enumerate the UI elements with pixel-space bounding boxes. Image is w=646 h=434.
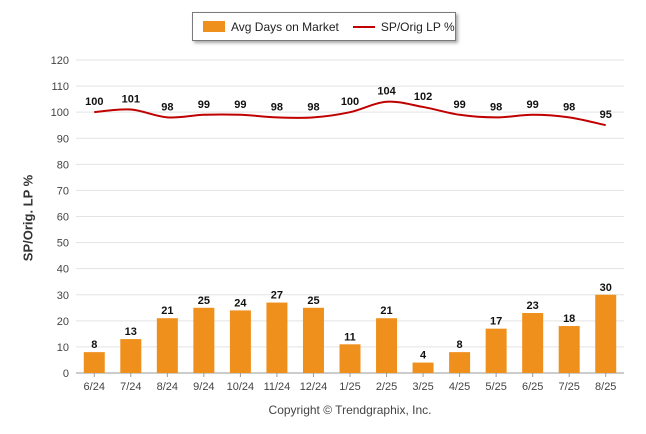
y-tick-label: 80 bbox=[57, 159, 69, 171]
y-tick-label: 60 bbox=[57, 212, 69, 224]
line-data-label: 99 bbox=[198, 99, 210, 111]
x-tick-label: 2/25 bbox=[376, 381, 397, 393]
line-data-label: 99 bbox=[234, 99, 246, 111]
x-tick-label: 6/24 bbox=[84, 381, 105, 393]
line-series-path bbox=[94, 100, 606, 127]
x-tick-label: 8/24 bbox=[157, 381, 178, 393]
bar bbox=[558, 326, 580, 373]
bar bbox=[229, 310, 251, 373]
y-tick-label: 50 bbox=[57, 238, 69, 250]
legend-item-line: SP/Orig LP % bbox=[339, 20, 455, 34]
legend-item-bar: Avg Days on Market bbox=[193, 20, 339, 34]
x-tick-label: 10/24 bbox=[227, 381, 255, 393]
bar-data-label: 8 bbox=[457, 339, 463, 351]
bar bbox=[595, 294, 617, 373]
bar-data-label: 4 bbox=[420, 350, 427, 362]
bar bbox=[193, 307, 215, 373]
x-tick-label: 12/24 bbox=[300, 381, 328, 393]
bar bbox=[120, 339, 142, 373]
y-tick-label: 0 bbox=[63, 368, 69, 380]
line-data-labels: 100 101 98 99 99 98 98 100 104 102 99 98 99 98 95 bbox=[85, 86, 612, 121]
bar-data-label: 21 bbox=[380, 305, 392, 317]
line-data-label: 98 bbox=[563, 101, 575, 113]
line-data-label: 98 bbox=[307, 101, 319, 113]
bar-data-label: 27 bbox=[271, 290, 283, 302]
line-data-label: 95 bbox=[600, 109, 612, 121]
y-tick-label: 100 bbox=[51, 107, 69, 119]
legend-label-line: SP/Orig LP % bbox=[380, 19, 455, 34]
bar bbox=[449, 352, 471, 373]
bar bbox=[522, 313, 544, 373]
bar bbox=[376, 318, 398, 373]
y-tick-label: 20 bbox=[57, 316, 69, 328]
bar-data-label: 8 bbox=[91, 339, 97, 351]
bar bbox=[339, 344, 361, 373]
y-tick-label: 120 bbox=[51, 55, 69, 67]
x-tick-label: 9/24 bbox=[193, 381, 214, 393]
bar-data-labels: 8 13 21 25 24 27 25 11 21 4 8 17 23 18 30 bbox=[91, 282, 612, 362]
bar-data-label: 13 bbox=[125, 326, 137, 338]
legend-swatch-bar bbox=[203, 21, 225, 32]
copyright-text: Copyright © Trendgraphix, Inc. bbox=[268, 403, 432, 417]
legend: Avg Days on Market SP/Orig LP % bbox=[192, 12, 456, 41]
x-axis-ticks: 6/24 7/24 8/24 9/24 10/24 11/24 12/24 1/25 2/25 3… bbox=[84, 373, 616, 393]
x-tick-label: 4/25 bbox=[449, 381, 470, 393]
legend-label-bar: Avg Days on Market bbox=[231, 19, 339, 34]
bar bbox=[83, 352, 105, 373]
y-axis-title: SP/Orig. LP % bbox=[20, 174, 36, 262]
line-data-label: 98 bbox=[161, 101, 173, 113]
legend-swatch-line bbox=[352, 25, 375, 28]
x-tick-label: 8/25 bbox=[595, 381, 616, 393]
x-tick-label: 5/25 bbox=[485, 381, 506, 393]
bar-data-label: 25 bbox=[198, 295, 210, 307]
bar-data-label: 30 bbox=[600, 282, 612, 294]
bar bbox=[302, 307, 324, 373]
bar bbox=[266, 302, 288, 373]
line-data-label: 99 bbox=[527, 99, 539, 111]
bar bbox=[485, 328, 507, 373]
y-tick-label: 70 bbox=[57, 185, 69, 197]
x-tick-label: 6/25 bbox=[522, 381, 543, 393]
bar bbox=[412, 362, 434, 373]
bar-series bbox=[83, 294, 617, 373]
bar-data-label: 17 bbox=[490, 316, 502, 328]
bar-data-label: 18 bbox=[563, 313, 575, 325]
y-tick-label: 30 bbox=[57, 290, 69, 302]
x-tick-label: 11/24 bbox=[264, 381, 291, 393]
y-axis-ticks: 0 10 20 30 40 50 60 70 80 90 100 110 120 bbox=[51, 55, 69, 380]
line-data-label: 102 bbox=[414, 91, 432, 103]
line-data-label: 100 bbox=[341, 96, 359, 108]
line-data-label: 99 bbox=[453, 99, 465, 111]
x-tick-label: 1/25 bbox=[339, 381, 360, 393]
y-tick-label: 110 bbox=[51, 81, 69, 93]
bar bbox=[156, 318, 178, 373]
y-tick-label: 40 bbox=[57, 264, 69, 276]
x-tick-label: 3/25 bbox=[412, 381, 433, 393]
line-series bbox=[94, 100, 606, 127]
bar-data-label: 21 bbox=[161, 305, 173, 317]
bar-data-label: 11 bbox=[344, 331, 356, 343]
y-tick-label: 10 bbox=[57, 342, 69, 354]
x-tick-label: 7/24 bbox=[120, 381, 141, 393]
bar-data-label: 24 bbox=[234, 297, 247, 309]
y-tick-label: 90 bbox=[57, 133, 69, 145]
bar-data-label: 23 bbox=[527, 300, 539, 312]
line-data-label: 98 bbox=[271, 101, 283, 113]
line-data-label: 100 bbox=[85, 96, 103, 108]
line-data-label: 101 bbox=[122, 94, 140, 106]
line-data-label: 104 bbox=[377, 86, 396, 98]
line-data-label: 98 bbox=[490, 101, 502, 113]
bar-data-label: 25 bbox=[307, 295, 319, 307]
x-tick-label: 7/25 bbox=[558, 381, 579, 393]
